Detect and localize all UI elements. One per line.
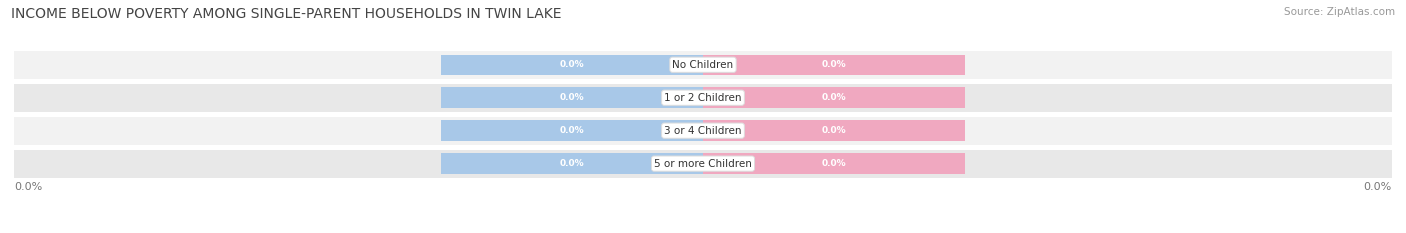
Text: INCOME BELOW POVERTY AMONG SINGLE-PARENT HOUSEHOLDS IN TWIN LAKE: INCOME BELOW POVERTY AMONG SINGLE-PARENT… bbox=[11, 7, 562, 21]
Text: Source: ZipAtlas.com: Source: ZipAtlas.com bbox=[1284, 7, 1395, 17]
Text: No Children: No Children bbox=[672, 60, 734, 70]
Bar bbox=[703, 87, 965, 108]
Bar bbox=[14, 117, 1392, 145]
Text: 0.0%: 0.0% bbox=[1364, 182, 1392, 192]
Bar bbox=[14, 150, 1392, 178]
Text: 0.0%: 0.0% bbox=[560, 159, 585, 168]
Bar bbox=[14, 51, 1392, 79]
Text: 0.0%: 0.0% bbox=[560, 93, 585, 102]
Text: 3 or 4 Children: 3 or 4 Children bbox=[664, 126, 742, 136]
Text: 0.0%: 0.0% bbox=[821, 60, 846, 69]
Text: 0.0%: 0.0% bbox=[560, 60, 585, 69]
Bar bbox=[441, 87, 703, 108]
Text: 0.0%: 0.0% bbox=[821, 126, 846, 135]
Text: 1 or 2 Children: 1 or 2 Children bbox=[664, 93, 742, 103]
Bar bbox=[14, 84, 1392, 112]
Text: 0.0%: 0.0% bbox=[821, 159, 846, 168]
Text: 0.0%: 0.0% bbox=[821, 93, 846, 102]
Text: 5 or more Children: 5 or more Children bbox=[654, 159, 752, 169]
Bar bbox=[703, 120, 965, 141]
Bar bbox=[703, 55, 965, 75]
Bar bbox=[441, 55, 703, 75]
Bar bbox=[441, 120, 703, 141]
Bar bbox=[703, 153, 965, 174]
Text: 0.0%: 0.0% bbox=[14, 182, 42, 192]
Text: 0.0%: 0.0% bbox=[560, 126, 585, 135]
Bar bbox=[441, 153, 703, 174]
